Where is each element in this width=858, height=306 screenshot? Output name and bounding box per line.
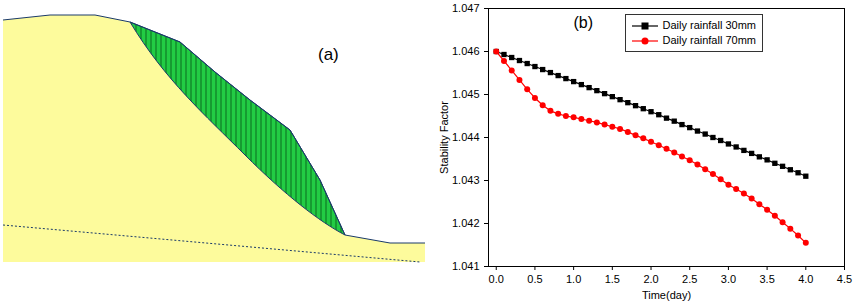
- svg-text:1.041: 1.041: [452, 260, 480, 272]
- svg-text:1.043: 1.043: [452, 174, 480, 186]
- svg-text:3.5: 3.5: [759, 273, 774, 285]
- svg-text:0.0: 0.0: [489, 273, 504, 285]
- svg-text:Stability Factor: Stability Factor: [438, 101, 450, 174]
- svg-text:0.5: 0.5: [527, 273, 542, 285]
- svg-text:1.045: 1.045: [452, 88, 480, 100]
- html-text:Daily rainfall 30mm: Daily rainfall 30mm: [662, 19, 756, 31]
- svg-text:1.042: 1.042: [452, 217, 480, 229]
- svg-text:1.046: 1.046: [452, 45, 480, 57]
- html-text:(b): (b): [573, 14, 593, 31]
- html-text:Daily rainfall 70mm: Daily rainfall 70mm: [662, 34, 756, 46]
- svg-text:1.044: 1.044: [452, 131, 480, 143]
- svg-text:3.0: 3.0: [721, 273, 736, 285]
- svg-text:4.5: 4.5: [837, 273, 852, 285]
- svg-text:1.0: 1.0: [566, 273, 581, 285]
- svg-text:1.047: 1.047: [452, 2, 480, 14]
- svg-text:2.5: 2.5: [682, 273, 697, 285]
- svg-text:4.0: 4.0: [798, 273, 813, 285]
- svg-text:(a): (a): [318, 45, 339, 64]
- svg-text:Time(day): Time(day): [642, 289, 691, 301]
- svg-text:1.5: 1.5: [605, 273, 620, 285]
- svg-text:2.0: 2.0: [643, 273, 658, 285]
